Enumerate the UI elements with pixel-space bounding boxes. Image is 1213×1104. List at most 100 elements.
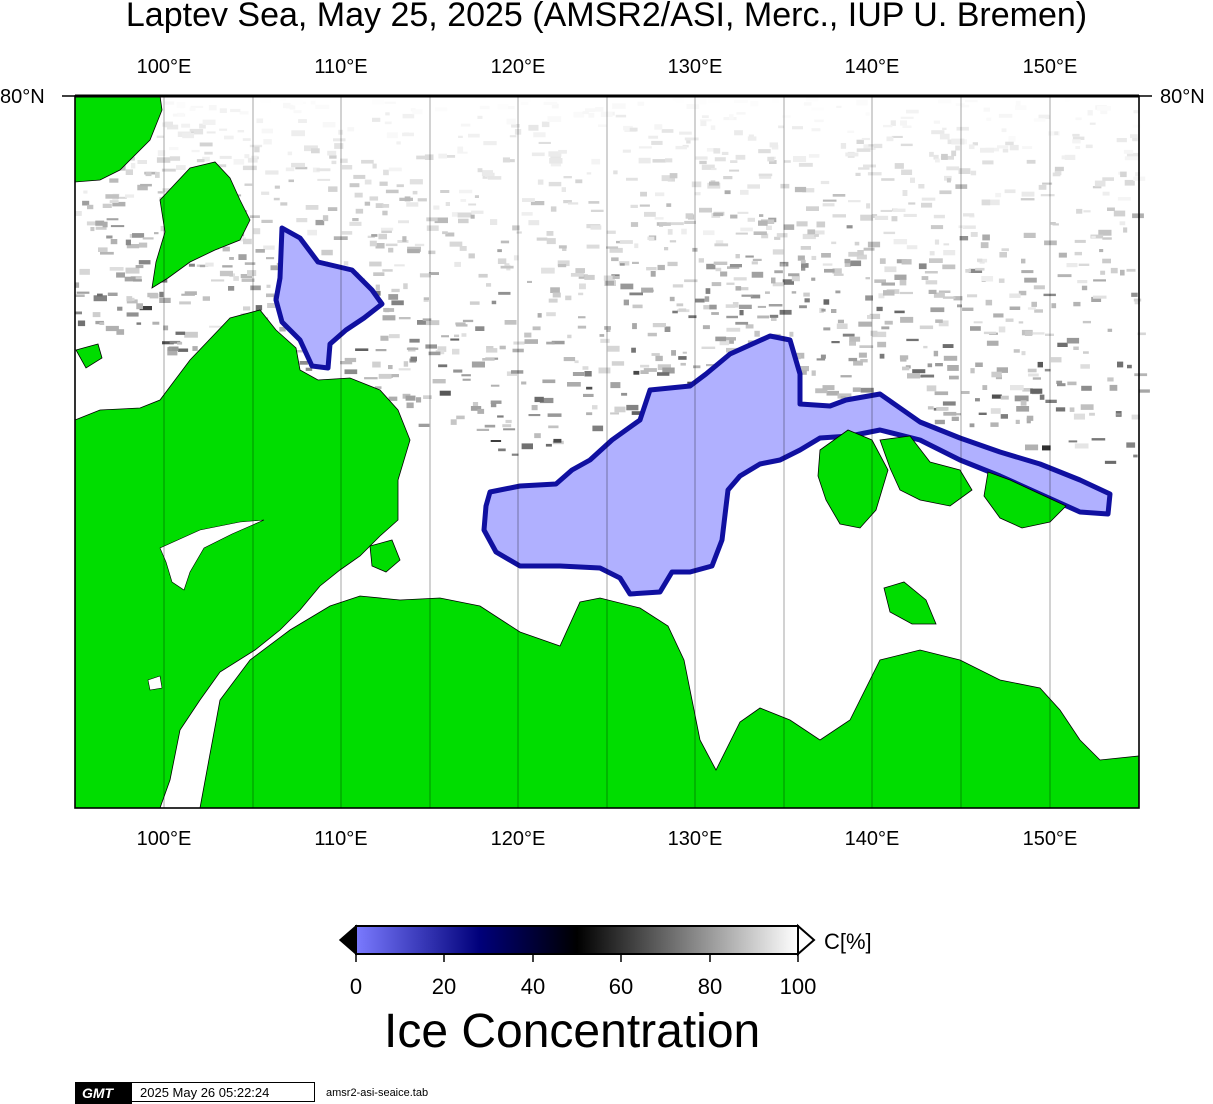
ice-pixel bbox=[98, 247, 108, 252]
ice-pixel bbox=[695, 156, 708, 160]
ice-pixel bbox=[686, 139, 691, 144]
ice-pixel bbox=[1013, 349, 1020, 353]
ice-pixel bbox=[243, 306, 251, 311]
ice-pixel bbox=[156, 157, 171, 163]
ice-pixel bbox=[490, 400, 502, 404]
ice-pixel bbox=[1050, 357, 1062, 363]
ice-pixel bbox=[659, 222, 671, 226]
ice-pixel bbox=[511, 124, 520, 128]
ice-pixel bbox=[270, 265, 281, 271]
ice-pixel bbox=[139, 306, 152, 311]
ice-pixel bbox=[949, 375, 959, 380]
ice-pixel bbox=[684, 220, 696, 224]
ice-pixel bbox=[266, 293, 280, 298]
ice-pixel bbox=[942, 127, 947, 130]
ice-pixel bbox=[652, 159, 667, 163]
ice-pixel bbox=[355, 348, 369, 351]
ice-pixel bbox=[261, 128, 273, 134]
ice-pixel bbox=[891, 216, 898, 222]
ice-pixel bbox=[460, 123, 471, 127]
ice-pixel bbox=[1021, 351, 1026, 356]
ice-pixel bbox=[910, 177, 915, 183]
ice-pixel bbox=[322, 122, 336, 128]
ice-pixel bbox=[637, 101, 645, 106]
colorbar-label: Ice Concentration bbox=[384, 1005, 761, 1058]
ice-pixel bbox=[372, 361, 381, 368]
ice-pixel bbox=[800, 259, 806, 264]
ice-pixel bbox=[534, 396, 544, 403]
ice-pixel bbox=[610, 382, 621, 389]
ice-pixel bbox=[222, 246, 230, 252]
ice-pixel bbox=[531, 152, 545, 157]
ice-pixel bbox=[438, 153, 447, 159]
ice-pixel bbox=[244, 183, 253, 186]
ice-pixel bbox=[598, 124, 607, 127]
ice-pixel bbox=[879, 258, 886, 264]
ice-pixel bbox=[858, 167, 870, 170]
ice-pixel bbox=[956, 126, 969, 131]
ice-pixel bbox=[769, 142, 778, 148]
ice-pixel bbox=[157, 150, 166, 157]
ice-pixel bbox=[682, 351, 687, 354]
ice-pixel bbox=[454, 261, 461, 267]
ice-pixel bbox=[767, 156, 775, 162]
ice-pixel bbox=[867, 241, 881, 248]
ice-pixel bbox=[856, 99, 868, 106]
ice-pixel bbox=[1048, 131, 1060, 136]
ice-pixel bbox=[977, 258, 983, 262]
ice-pixel bbox=[921, 197, 936, 201]
ice-pixel bbox=[371, 99, 384, 105]
ice-pixel bbox=[295, 166, 308, 170]
ice-pixel bbox=[865, 277, 870, 280]
ice-pixel bbox=[955, 184, 968, 189]
ice-pixel bbox=[1081, 385, 1092, 391]
ice-pixel bbox=[811, 277, 816, 281]
ice-pixel bbox=[169, 147, 179, 151]
ice-pixel bbox=[667, 261, 678, 267]
ice-pixel bbox=[289, 105, 296, 110]
ice-pixel bbox=[606, 329, 611, 332]
ice-pixel bbox=[378, 233, 387, 240]
ice-pixel bbox=[769, 160, 777, 164]
ice-pixel bbox=[1116, 138, 1127, 143]
ice-pixel bbox=[263, 139, 272, 145]
ice-pixel bbox=[853, 360, 863, 366]
ice-pixel bbox=[769, 314, 779, 318]
ice-pixel bbox=[527, 280, 532, 283]
ice-pixel bbox=[512, 225, 520, 231]
ice-pixel bbox=[165, 97, 173, 100]
ice-pixel bbox=[1044, 368, 1051, 372]
ice-pixel bbox=[686, 104, 700, 109]
ice-pixel bbox=[1054, 131, 1059, 136]
ice-pixel bbox=[162, 188, 174, 193]
ice-pixel bbox=[906, 245, 918, 250]
ice-pixel bbox=[837, 393, 852, 399]
ice-pixel bbox=[1040, 194, 1055, 197]
ice-pixel bbox=[509, 159, 515, 163]
ice-pixel bbox=[852, 387, 861, 392]
ice-pixel bbox=[124, 276, 136, 282]
ice-pixel bbox=[391, 300, 404, 306]
ice-pixel bbox=[469, 301, 480, 305]
ice-pixel bbox=[561, 187, 566, 192]
ice-pixel bbox=[734, 99, 748, 103]
ice-pixel bbox=[821, 308, 826, 312]
ice-pixel bbox=[1000, 414, 1008, 419]
ice-pixel bbox=[352, 218, 359, 222]
ice-pixel bbox=[736, 112, 746, 115]
ice-pixel bbox=[125, 169, 133, 175]
ice-pixel bbox=[398, 220, 409, 224]
ice-pixel bbox=[126, 244, 140, 249]
ice-pixel bbox=[740, 189, 749, 195]
ice-pixel bbox=[468, 133, 480, 138]
ice-pixel bbox=[291, 130, 305, 137]
ice-pixel bbox=[176, 102, 186, 109]
ice-pixel bbox=[757, 315, 770, 319]
ice-pixel bbox=[900, 143, 913, 147]
ice-pixel bbox=[684, 279, 698, 283]
ice-pixel bbox=[253, 228, 261, 235]
ice-pixel bbox=[815, 388, 828, 394]
top-lon-label-150: 150°E bbox=[1022, 56, 1078, 78]
ice-pixel bbox=[433, 205, 440, 210]
ice-pixel bbox=[456, 415, 465, 420]
